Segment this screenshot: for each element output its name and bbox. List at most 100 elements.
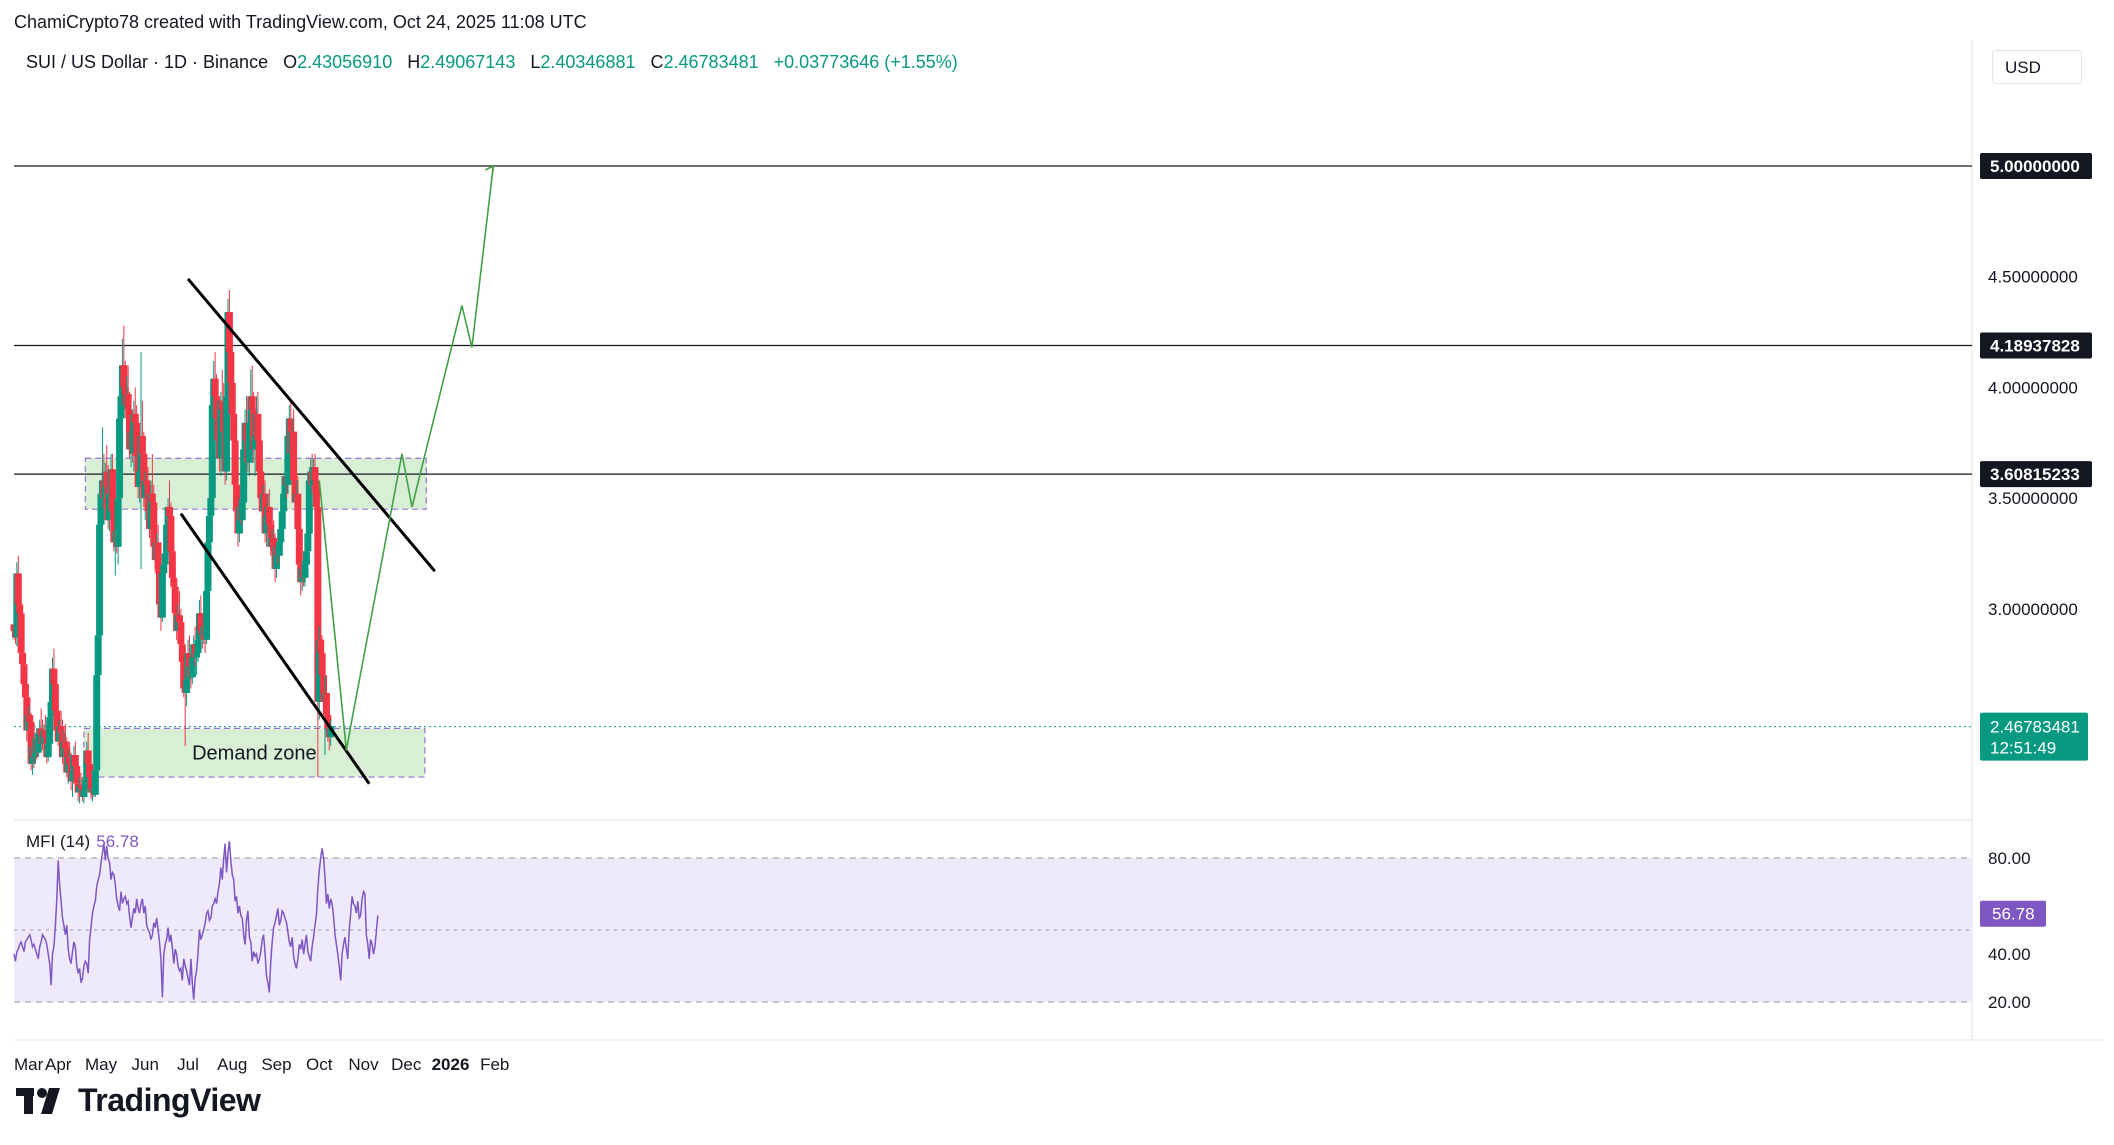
candle-body xyxy=(301,564,309,578)
candle-body xyxy=(66,757,74,764)
candle-body xyxy=(27,721,35,764)
candle-body xyxy=(126,409,134,450)
candle xyxy=(223,382,231,481)
lower-channel-line xyxy=(179,512,371,785)
candle-body xyxy=(223,396,231,472)
candle-body xyxy=(238,502,246,521)
candle-body xyxy=(302,551,310,565)
candle-body xyxy=(167,515,175,552)
time-tick-label: Sep xyxy=(261,1055,291,1074)
tradingview-logo-icon xyxy=(16,1087,60,1114)
countdown-label: 12:51:49 xyxy=(1990,739,2056,758)
candle-body xyxy=(61,741,69,749)
candle-body xyxy=(311,467,319,481)
candle xyxy=(84,732,92,769)
candle-body xyxy=(257,471,265,499)
candle-body xyxy=(290,431,298,481)
time-tick-label: Oct xyxy=(306,1055,333,1074)
mfi-tick-label: 80.00 xyxy=(1988,849,2031,868)
candle-body xyxy=(211,378,219,397)
time-tick-label: Aug xyxy=(217,1055,247,1074)
candle xyxy=(314,493,322,778)
low-value: 2.40346881 xyxy=(540,52,636,72)
mfi-value-badge-label: 56.78 xyxy=(1992,905,2035,924)
candle-body xyxy=(116,418,124,499)
level-price-label: 3.60815233 xyxy=(1990,465,2080,484)
candle-body xyxy=(57,726,65,733)
candle-body xyxy=(131,413,139,423)
time-tick-label: 2026 xyxy=(432,1055,470,1074)
candle-body xyxy=(188,657,196,678)
symbol-legend: SUI / US Dollar · 1D · Binance O2.430569… xyxy=(26,52,958,73)
time-tick-label: Jul xyxy=(177,1055,199,1074)
candle-body xyxy=(327,726,335,738)
candle-body xyxy=(97,493,105,525)
candle-body xyxy=(86,763,94,778)
candle-body xyxy=(225,312,233,352)
candle-body xyxy=(26,715,34,722)
candle xyxy=(124,365,132,414)
candle-body xyxy=(218,400,226,410)
mfi-tick-label: 20.00 xyxy=(1988,993,2031,1012)
candle-body xyxy=(161,553,169,565)
symbol-label: SUI / US Dollar · 1D · Binance xyxy=(26,52,269,72)
candle-body xyxy=(207,498,215,516)
candle-body xyxy=(23,697,31,731)
candle-body xyxy=(304,533,312,552)
candle-body xyxy=(193,653,201,658)
candle-body xyxy=(320,675,328,702)
candle-body xyxy=(51,684,59,711)
price-tick-label: 4.00000000 xyxy=(1988,378,2078,397)
candle xyxy=(290,409,298,490)
candle-body xyxy=(163,524,171,554)
candle-body xyxy=(19,653,27,665)
level-price-badge xyxy=(1980,153,2092,179)
change-value: +0.03773646 (+1.55%) xyxy=(773,52,958,72)
candle-body xyxy=(322,692,330,716)
candle-body xyxy=(180,661,188,689)
price-tick-label: 4.50000000 xyxy=(1988,268,2078,287)
candle-body xyxy=(114,498,122,547)
candle-body xyxy=(110,511,118,543)
projection-path xyxy=(318,165,495,751)
currency-button[interactable]: USD xyxy=(1992,50,2082,84)
candle-body xyxy=(53,710,61,731)
candle-body xyxy=(91,770,99,795)
candle-body xyxy=(133,422,141,457)
candle-body xyxy=(41,730,49,738)
candle-body xyxy=(158,573,166,618)
candle-body xyxy=(81,779,89,791)
candle-body xyxy=(305,480,313,534)
candle-body xyxy=(324,715,332,729)
candle-body xyxy=(120,365,128,388)
close-value: 2.46783481 xyxy=(663,52,759,72)
time-tick-label: Dec xyxy=(391,1055,422,1074)
candle-body xyxy=(278,511,286,530)
candle-body xyxy=(143,480,151,485)
candle-body xyxy=(148,493,156,503)
candle-body xyxy=(272,546,280,569)
candle xyxy=(254,391,262,450)
candle xyxy=(171,568,179,623)
candle-body xyxy=(47,701,55,718)
candle-body xyxy=(68,772,76,782)
candle-body xyxy=(255,440,263,472)
candle xyxy=(17,602,25,658)
candle-body xyxy=(108,469,116,512)
candle-body xyxy=(140,453,148,499)
candle xyxy=(158,564,166,623)
candle-body xyxy=(240,449,248,503)
candle-body xyxy=(213,396,221,419)
high-value: 2.49067143 xyxy=(420,52,516,72)
candle-body xyxy=(17,613,25,654)
candle-body xyxy=(73,765,81,784)
candle-body xyxy=(96,524,104,636)
candle xyxy=(93,664,101,773)
candle-body xyxy=(93,675,101,771)
high-key: H xyxy=(407,52,421,72)
mfi-label: MFI (14) xyxy=(26,832,91,851)
time-tick-label: Jun xyxy=(132,1055,159,1074)
candle-body xyxy=(71,754,79,766)
candle-body xyxy=(103,471,111,488)
